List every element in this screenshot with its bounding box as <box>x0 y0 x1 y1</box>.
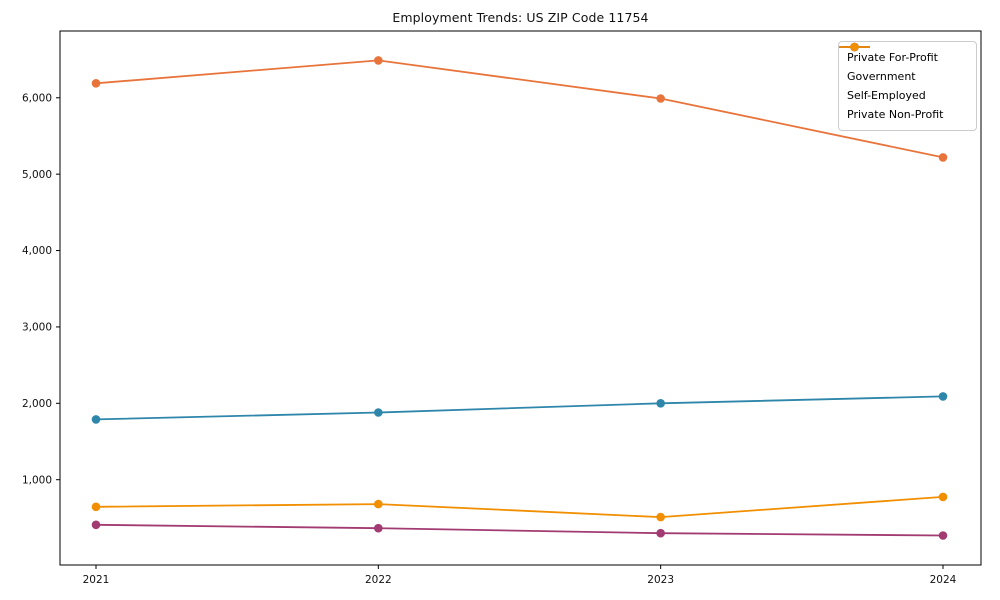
legend-label: Private For-Profit <box>847 51 938 64</box>
legend-item: Private Non-Profit <box>839 42 968 123</box>
x-tick-label: 2023 <box>647 574 674 586</box>
series-line <box>95 496 944 519</box>
legend-label: Self-Employed <box>847 89 926 102</box>
y-tick-label: 3,000 <box>22 322 52 334</box>
x-tick-label: 2022 <box>365 574 392 586</box>
legend-item: Self-Employed <box>839 42 968 104</box>
y-tick-label: 1,000 <box>22 474 52 486</box>
data-point <box>374 523 383 533</box>
data-point <box>91 502 101 512</box>
chart-title: Employment Trends: US ZIP Code 11754 <box>392 10 649 25</box>
y-tick-label: 6,000 <box>22 92 52 104</box>
legend-label: Government <box>847 70 916 83</box>
data-point <box>938 392 948 401</box>
legend-label: Private Non-Profit <box>847 108 944 121</box>
data-point <box>656 399 665 408</box>
series-line <box>95 523 943 537</box>
y-tick-label: 5,000 <box>22 169 52 181</box>
data-point <box>656 512 665 522</box>
data-point <box>374 499 383 509</box>
y-tick-label: 4,000 <box>22 245 52 257</box>
legend-item: Government <box>839 42 968 85</box>
series-line <box>95 59 944 159</box>
data-point <box>91 415 101 424</box>
x-tick-label: 2024 <box>930 574 957 586</box>
y-tick-label: 2,000 <box>22 398 52 410</box>
series-line <box>95 395 944 421</box>
data-point <box>91 520 101 530</box>
data-point <box>938 153 948 162</box>
legend-line-marker <box>839 42 870 52</box>
data-point <box>374 408 383 417</box>
data-point <box>91 79 101 88</box>
data-point <box>374 56 383 65</box>
plot-border <box>59 30 982 566</box>
data-point <box>656 528 665 538</box>
data-point <box>938 531 948 540</box>
x-tick-label: 2021 <box>83 574 110 586</box>
legend: Private For-Profit Government Self-Emplo… <box>838 41 977 131</box>
data-point <box>656 94 665 103</box>
data-point <box>938 492 948 502</box>
